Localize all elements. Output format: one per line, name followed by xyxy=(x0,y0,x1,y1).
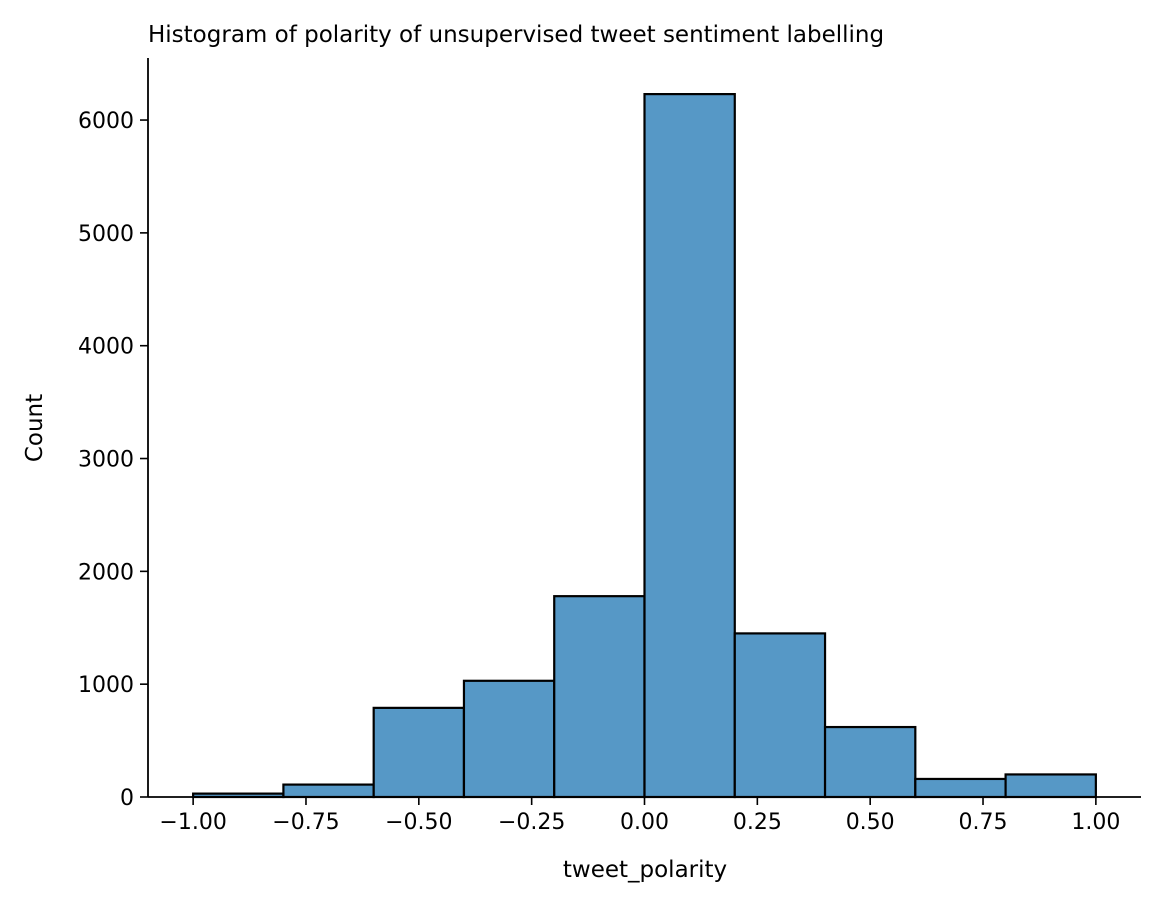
y-tick-label: 0 xyxy=(120,786,134,811)
histogram-bar xyxy=(823,725,917,799)
y-tick-label: 6000 xyxy=(78,109,134,134)
x-tick-label: −0.50 xyxy=(385,810,452,835)
x-tick-label: 0.25 xyxy=(733,810,782,835)
y-tick-label: 1000 xyxy=(78,673,134,698)
x-tick-label: 0.75 xyxy=(959,810,1008,835)
x-tick-label: 1.00 xyxy=(1071,810,1120,835)
x-tick-label: 0.50 xyxy=(846,810,895,835)
y-axis-label: Count xyxy=(22,394,48,462)
histogram-bar xyxy=(462,679,556,799)
y-tick-label: 4000 xyxy=(78,335,134,360)
x-tick-label: −0.75 xyxy=(272,810,339,835)
histogram-bar xyxy=(1004,773,1097,799)
x-tick-label: 0.00 xyxy=(620,810,669,835)
x-tick-label: −1.00 xyxy=(159,810,226,835)
chart-title: Histogram of polarity of unsupervised tw… xyxy=(148,22,884,48)
y-tick-label: 5000 xyxy=(78,222,134,247)
x-tick-label: −0.25 xyxy=(498,810,565,835)
histogram-bar xyxy=(914,777,1007,799)
x-axis-label: tweet_polarity xyxy=(563,857,727,883)
histogram-bar xyxy=(372,706,466,799)
bars-layer xyxy=(192,93,1097,799)
histogram-bar xyxy=(282,783,375,799)
histogram-bar xyxy=(643,93,736,799)
ticks-layer: −1.00 −0.75 −0.50 −0.25 0.00 0.25 0.50 0.75 1.00… xyxy=(78,109,1120,835)
y-tick-label: 2000 xyxy=(78,560,134,585)
y-tick-label: 3000 xyxy=(78,448,134,473)
histogram-bar xyxy=(733,632,827,799)
histogram-bar xyxy=(553,595,646,799)
